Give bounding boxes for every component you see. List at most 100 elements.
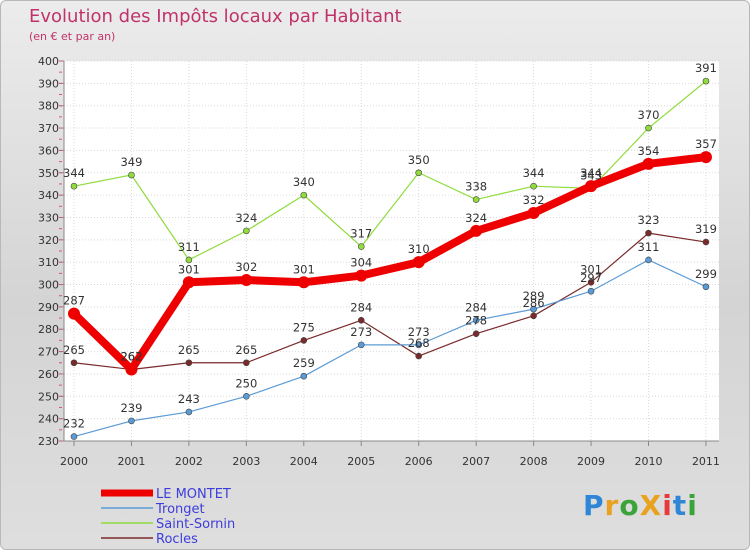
x-tick-label: 2001	[117, 455, 145, 468]
y-tick-label: 280	[38, 323, 59, 336]
data-point-tronget	[243, 392, 250, 400]
data-point-saint-sornin	[415, 169, 423, 177]
data-label-rocles: 275	[293, 320, 315, 334]
data-label-saint-sornin: 343	[580, 168, 602, 182]
data-point-le-montet	[585, 180, 598, 193]
data-label-le-montet: 301	[293, 262, 315, 276]
chart-subtitle: (en € et par an)	[29, 30, 116, 43]
data-point-tronget	[70, 433, 78, 440]
data-label-rocles: 262	[120, 349, 142, 363]
y-tick-label: 380	[38, 100, 59, 113]
data-label-le-montet: 262	[120, 349, 142, 363]
proxiti-logo: ProXiti	[583, 489, 698, 522]
data-label-saint-sornin: 349	[120, 155, 142, 169]
data-label-rocles: 319	[695, 222, 717, 236]
data-point-tronget	[357, 341, 365, 349]
data-label-saint-sornin: 340	[293, 175, 315, 189]
data-label-saint-sornin: 311	[178, 240, 200, 254]
data-label-le-montet: 310	[408, 242, 430, 256]
y-tick-label: 300	[38, 279, 59, 292]
data-label-saint-sornin: 370	[638, 108, 660, 122]
data-point-rocles	[530, 312, 537, 320]
data-label-tronget: 299	[695, 267, 717, 281]
data-label-rocles: 284	[350, 300, 372, 314]
plot-area	[64, 61, 719, 441]
y-tick-label: 230	[38, 435, 59, 448]
data-label-rocles: 265	[235, 343, 257, 357]
data-point-le-montet	[68, 307, 80, 320]
data-label-saint-sornin: 344	[523, 166, 545, 180]
data-label-tronget: 232	[63, 417, 85, 431]
data-point-saint-sornin	[472, 196, 480, 203]
y-tick-label: 250	[38, 390, 59, 403]
data-point-saint-sornin	[70, 182, 78, 190]
data-point-rocles	[243, 359, 250, 367]
data-label-rocles: 301	[580, 262, 602, 276]
x-tick-label: 2000	[60, 455, 88, 468]
data-point-tronget	[587, 287, 595, 295]
data-label-le-montet: 304	[350, 256, 372, 270]
data-point-saint-sornin	[357, 243, 365, 250]
data-point-le-montet	[699, 151, 712, 164]
x-tick-label: 2011	[692, 455, 720, 468]
x-tick-label: 2005	[347, 455, 375, 468]
y-tick-label: 400	[38, 55, 59, 68]
data-point-tronget	[530, 305, 537, 313]
data-label-tronget: 273	[350, 325, 372, 339]
data-point-le-montet	[642, 157, 655, 170]
y-tick-label: 270	[38, 346, 59, 359]
data-label-tronget: 239	[120, 401, 142, 415]
data-label-saint-sornin: 338	[465, 180, 487, 194]
data-label-tronget: 289	[523, 289, 545, 303]
x-tick-label: 2010	[635, 455, 663, 468]
data-point-rocles	[300, 337, 308, 344]
data-point-le-montet	[355, 269, 368, 282]
legend-label-le-montet: LE MONTET	[156, 487, 231, 502]
data-point-rocles	[185, 359, 193, 367]
series-line-tronget	[73, 259, 707, 438]
data-label-le-montet: 332	[523, 193, 545, 207]
y-tick-label: 240	[38, 413, 59, 426]
data-point-rocles	[645, 229, 652, 237]
y-tick-label: 330	[38, 211, 59, 224]
data-label-le-montet: 344	[580, 166, 602, 180]
data-point-tronget	[645, 256, 652, 264]
data-point-saint-sornin	[128, 171, 135, 179]
data-label-saint-sornin: 317	[350, 227, 372, 241]
x-tick-label: 2003	[232, 455, 260, 468]
legend-label-tronget: Tronget	[155, 502, 205, 517]
data-label-saint-sornin: 324	[235, 211, 257, 225]
data-label-tronget: 297	[580, 271, 602, 285]
data-label-tronget: 243	[178, 392, 200, 406]
data-label-rocles: 323	[638, 213, 660, 227]
data-label-le-montet: 357	[695, 137, 717, 151]
y-tick-label: 340	[38, 189, 59, 202]
data-label-saint-sornin: 344	[63, 166, 85, 180]
data-point-tronget	[472, 316, 480, 324]
data-point-saint-sornin	[300, 191, 308, 199]
data-point-le-montet	[125, 363, 138, 376]
data-label-tronget: 273	[408, 325, 430, 339]
x-tick-label: 2009	[577, 455, 605, 468]
data-label-rocles: 286	[523, 296, 545, 310]
y-tick-label: 360	[38, 144, 59, 157]
y-tick-label: 370	[38, 122, 59, 135]
chart-title: Evolution des Impôts locaux par Habitant	[29, 6, 402, 27]
data-label-rocles: 268	[408, 336, 430, 350]
data-label-le-montet: 301	[178, 262, 200, 276]
data-point-saint-sornin	[530, 182, 537, 190]
data-point-saint-sornin	[185, 256, 193, 264]
data-point-tronget	[300, 372, 308, 380]
data-label-saint-sornin: 391	[695, 61, 717, 75]
data-point-rocles	[702, 238, 710, 246]
data-label-tronget: 284	[465, 300, 487, 314]
data-point-tronget	[128, 417, 135, 425]
data-point-le-montet	[412, 256, 425, 269]
y-tick-label: 390	[38, 77, 59, 90]
data-label-tronget: 311	[638, 240, 660, 254]
y-tick-label: 290	[38, 301, 59, 314]
y-tick-label: 320	[38, 234, 59, 247]
data-label-le-montet: 354	[638, 144, 660, 158]
